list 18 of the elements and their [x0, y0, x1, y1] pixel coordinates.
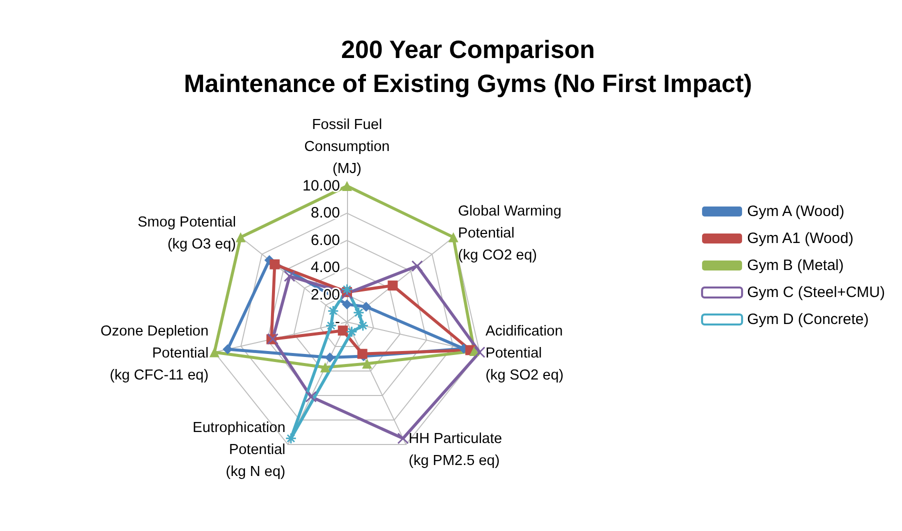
spoke-label: Ozone Depletion Potential (kg CFC-11 eq)	[100, 324, 209, 384]
legend-label: Gym B (Metal)	[747, 257, 844, 274]
spoke-label: Acidification Potential (kg SO2 eq)	[485, 324, 564, 384]
spoke-label: Eutrophication Potential (kg N eq)	[192, 420, 286, 480]
y-tick-label: 4.00	[310, 259, 340, 276]
y-tick-label: 6.00	[310, 232, 340, 249]
legend-label: Gym A1 (Wood)	[747, 230, 854, 247]
spoke-label: HH Particulate (kg PM2.5 eq)	[408, 430, 502, 469]
y-tick-label: 8.00	[310, 204, 340, 222]
y-tick-label: -	[335, 314, 340, 330]
legend-label: Gym A (Wood)	[747, 203, 844, 220]
y-tick-label: 10.00	[302, 178, 340, 194]
spoke-label: Fossil Fuel Consumption (MJ)	[304, 117, 390, 177]
chart-title: 200 Year Comparison Maintenance of Existing Gyms (No First Impact)	[184, 36, 752, 98]
legend-label: Gym D (Concrete)	[747, 311, 869, 328]
spoke-label: Smog Potential (kg O3 eq)	[138, 214, 236, 252]
spoke-label: Global Warming Potential (kg CO2 eq)	[458, 203, 562, 264]
legend-label: Gym C (Steel+CMU)	[747, 284, 886, 301]
